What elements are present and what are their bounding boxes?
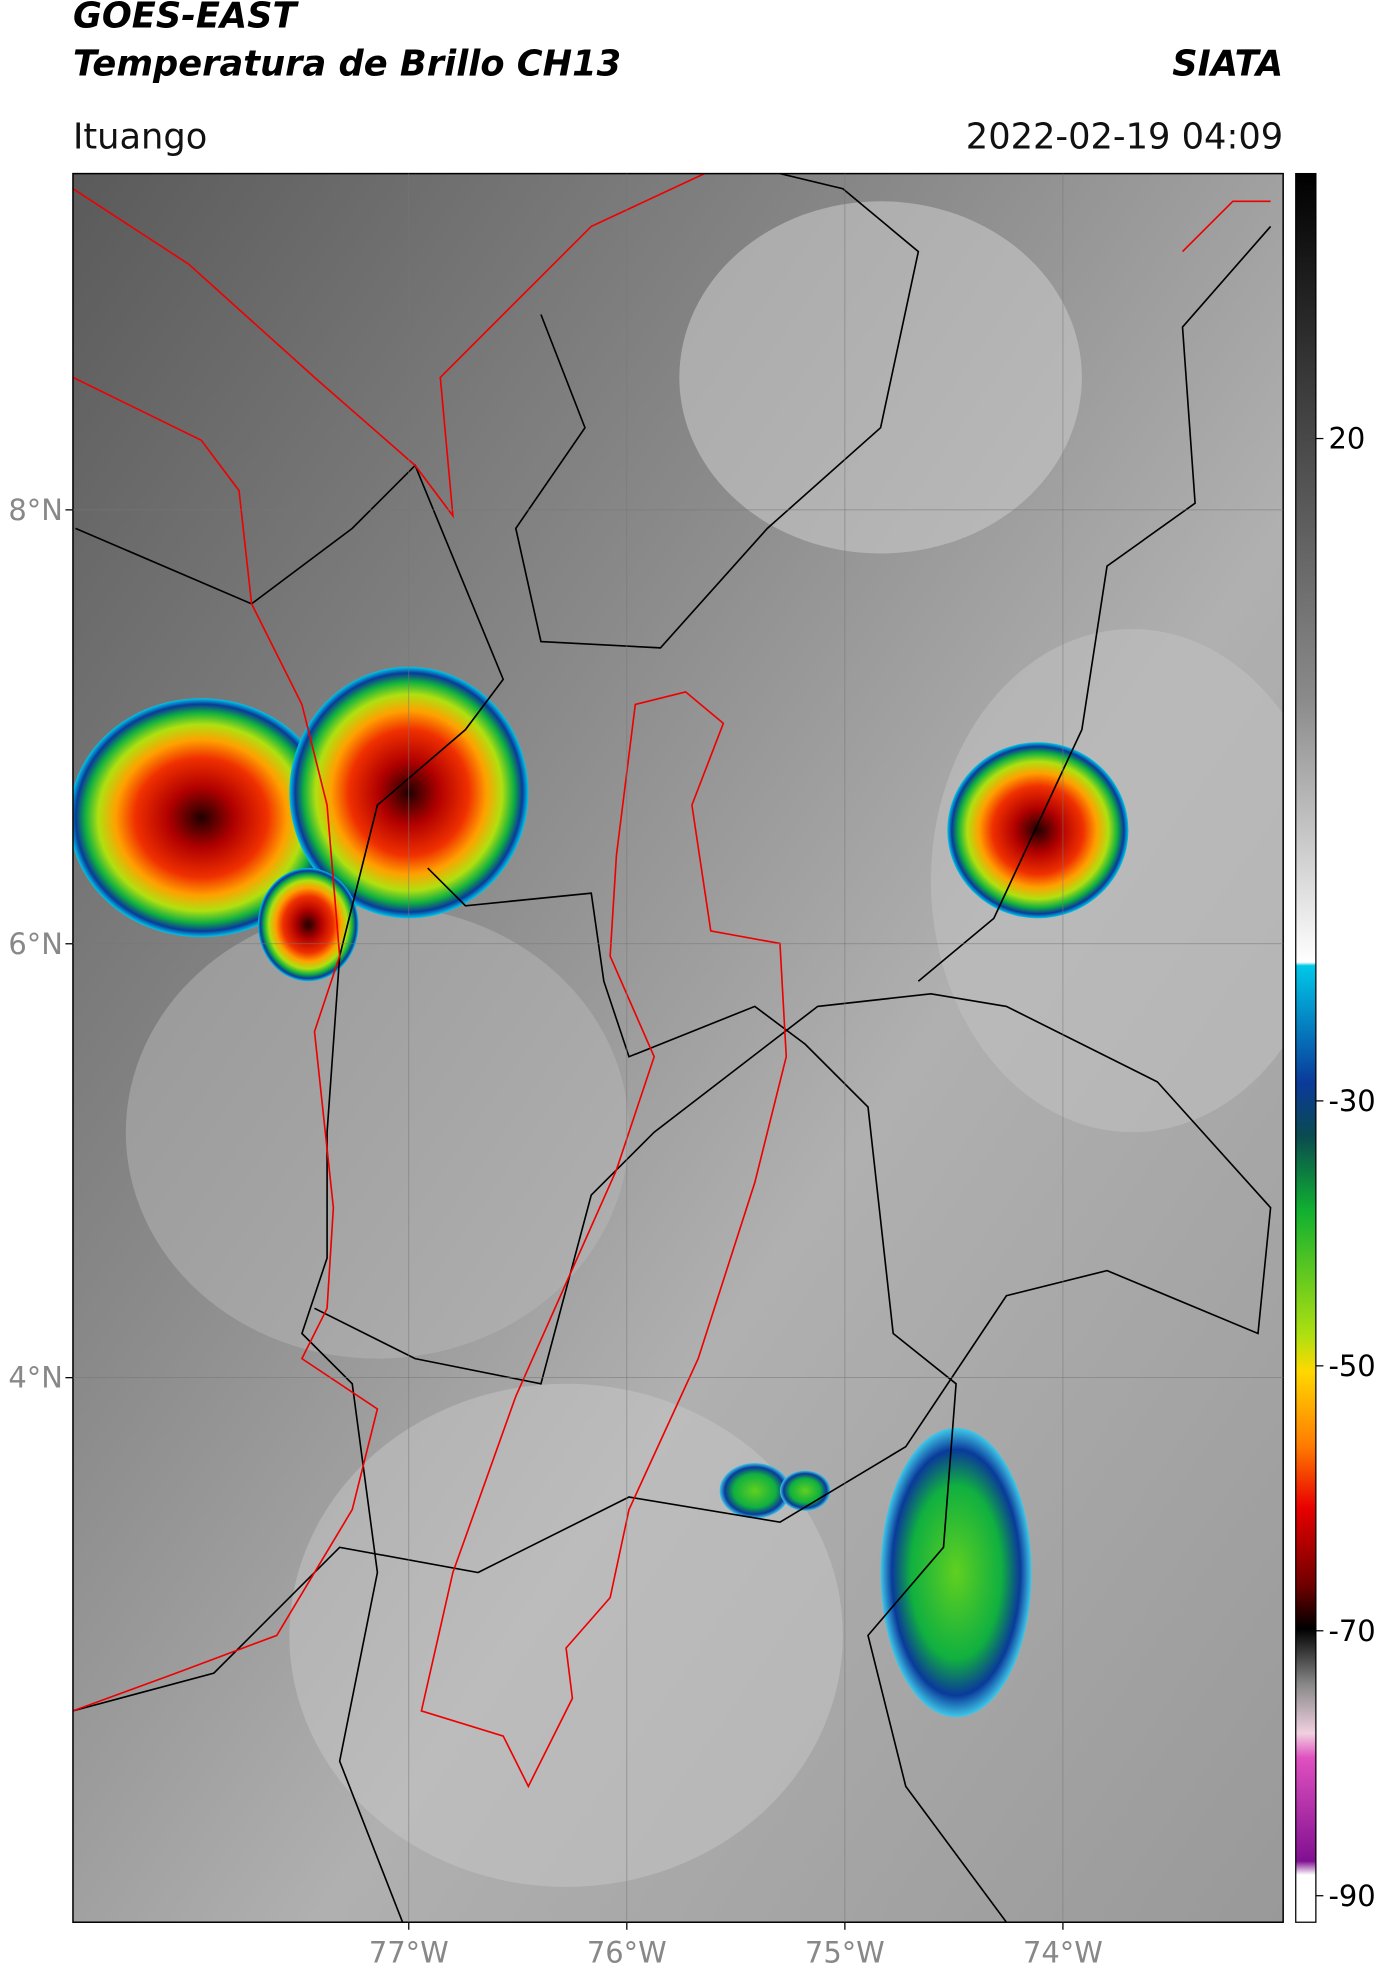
coastline [72,173,705,519]
storm [947,742,1129,919]
storm [719,1463,791,1519]
storm [880,1427,1032,1718]
colorbar-label: -70 [1328,1614,1375,1648]
lon-label: 75°W [805,1935,885,1969]
cloud [125,905,630,1359]
subtitle: Temperatura de Brillo CH13 [73,43,621,84]
lon-label: 77°W [369,1935,449,1969]
map [72,172,1284,1923]
coastline [72,376,379,1712]
border [427,867,1008,1923]
cloud [679,201,1082,554]
border [514,173,920,649]
colorbar-scale [1295,172,1317,1923]
colorbar-label: 20 [1328,422,1365,456]
colorbar-label: -90 [1328,1879,1375,1913]
lat-label: 6°N [8,927,63,961]
lon-label: 76°W [587,1935,667,1969]
storm [779,1470,831,1511]
location: Ituango [73,116,207,157]
cloud [289,1383,843,1887]
map-frame [72,172,1284,1923]
lon-label: 74°W [1023,1935,1103,1969]
org: SIATA [1172,43,1283,84]
storm [72,698,334,938]
lat-label: 8°N [8,493,63,527]
border [72,992,1272,1712]
border [917,225,1272,982]
colorbar-label: -50 [1328,1349,1375,1383]
title: GOES-EAST [73,0,300,37]
lat-label: 4°N [8,1361,63,1395]
coastline [1181,200,1271,253]
datetime: 2022-02-19 04:09 [966,116,1283,157]
figure: GOES-EAST Temperatura de Brillo CH13 SIA… [8,0,1375,1969]
storm [257,868,359,982]
colorbar [1295,172,1317,1923]
department-outline [420,691,788,1789]
colorbar-label: -30 [1328,1084,1375,1118]
